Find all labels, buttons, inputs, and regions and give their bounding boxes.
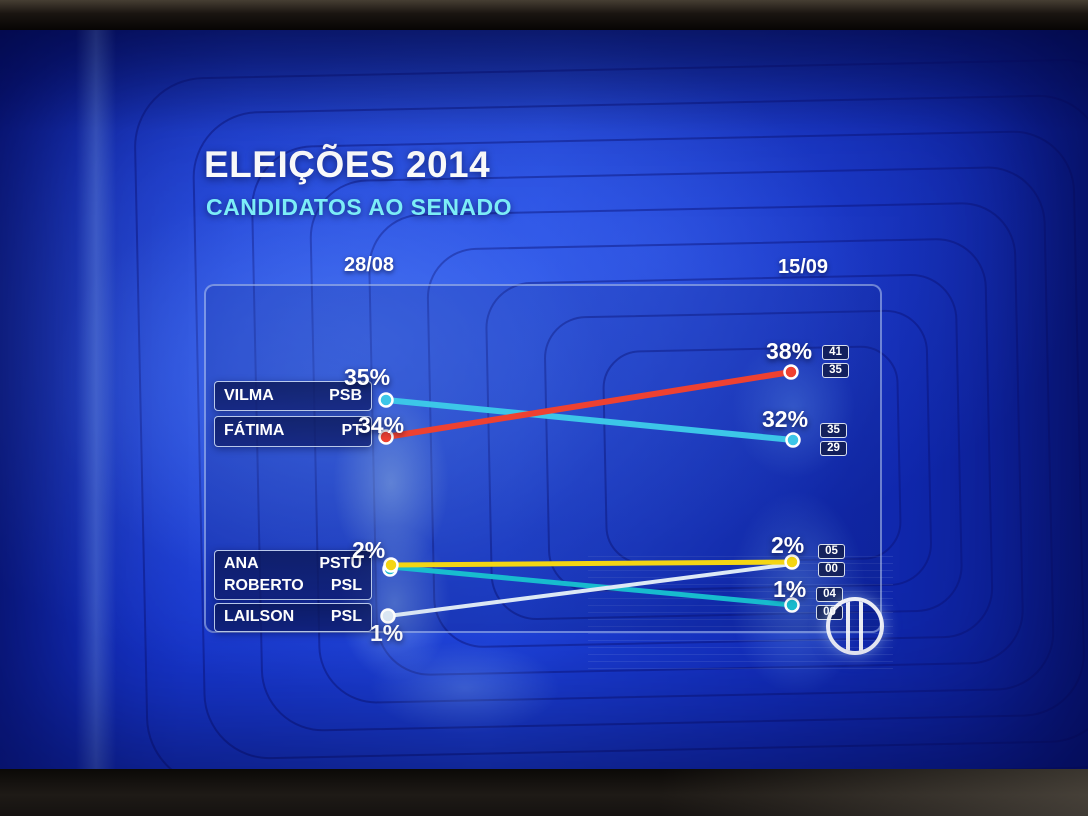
candidate-name: ANA xyxy=(224,554,259,572)
value-label-left-2: 2% xyxy=(352,537,386,563)
candidate-row: FÁTIMA PT xyxy=(224,420,362,442)
date-column-left: 28/08 xyxy=(344,254,395,276)
range-boxes-38: 41 35 xyxy=(822,345,849,378)
range-box-top: 05 xyxy=(818,544,845,559)
candidate-row: LAILSON PSL xyxy=(224,606,362,628)
range-box-top: 04 xyxy=(816,587,843,602)
value-label-right-1: 1% xyxy=(773,576,807,602)
candidate-row: ANA PSTU xyxy=(224,553,362,575)
value-label-right-2: 2% xyxy=(771,532,805,558)
candidate-party: PSL xyxy=(330,608,362,626)
page-title: ELEIÇÕES 2014 xyxy=(204,144,491,185)
candidate-name: ROBERTO xyxy=(224,577,304,594)
value-label-right-32: 32% xyxy=(762,406,809,432)
value-label-left-35: 35% xyxy=(344,364,391,390)
range-boxes-2: 05 00 xyxy=(818,544,845,577)
candidate-name: VILMA xyxy=(224,386,274,404)
value-label-left-34: 34% xyxy=(358,412,405,438)
range-boxes-32: 35 29 xyxy=(820,423,847,456)
range-box-top: 41 xyxy=(822,345,849,360)
logo-bar xyxy=(859,601,863,651)
range-box-bottom: 29 xyxy=(820,441,847,456)
candidate-label-ana-roberto: ANA PSTU ROBERTO PSL xyxy=(214,550,372,600)
tv-bezel-bottom xyxy=(0,769,1088,816)
candidate-row: ROBERTO PSL xyxy=(224,575,362,597)
tv-screen: ELEIÇÕES 2014 CANDIDATOS AO SENADO 28/08… xyxy=(0,28,1088,769)
page-subtitle: CANDIDATOS AO SENADO xyxy=(206,194,513,220)
date-column-right: 15/09 xyxy=(778,256,829,278)
candidate-label-lailson: LAILSON PSL xyxy=(214,603,372,632)
broadcaster-logo-icon xyxy=(826,597,884,655)
range-box-top: 35 xyxy=(820,423,847,438)
candidate-row: VILMA PSB xyxy=(224,385,362,407)
value-label-right-38: 38% xyxy=(766,338,813,364)
value-label-left-1: 1% xyxy=(370,620,404,646)
logo-bar xyxy=(846,601,850,651)
candidate-label-fatima: FÁTIMA PT xyxy=(214,416,372,447)
candidate-party: PSL xyxy=(330,577,362,594)
tv-bezel-top xyxy=(0,0,1088,30)
candidate-name: LAILSON xyxy=(224,608,295,626)
candidate-name: FÁTIMA xyxy=(224,422,285,440)
range-box-bottom: 35 xyxy=(822,363,849,378)
range-box-bottom: 00 xyxy=(818,562,845,577)
